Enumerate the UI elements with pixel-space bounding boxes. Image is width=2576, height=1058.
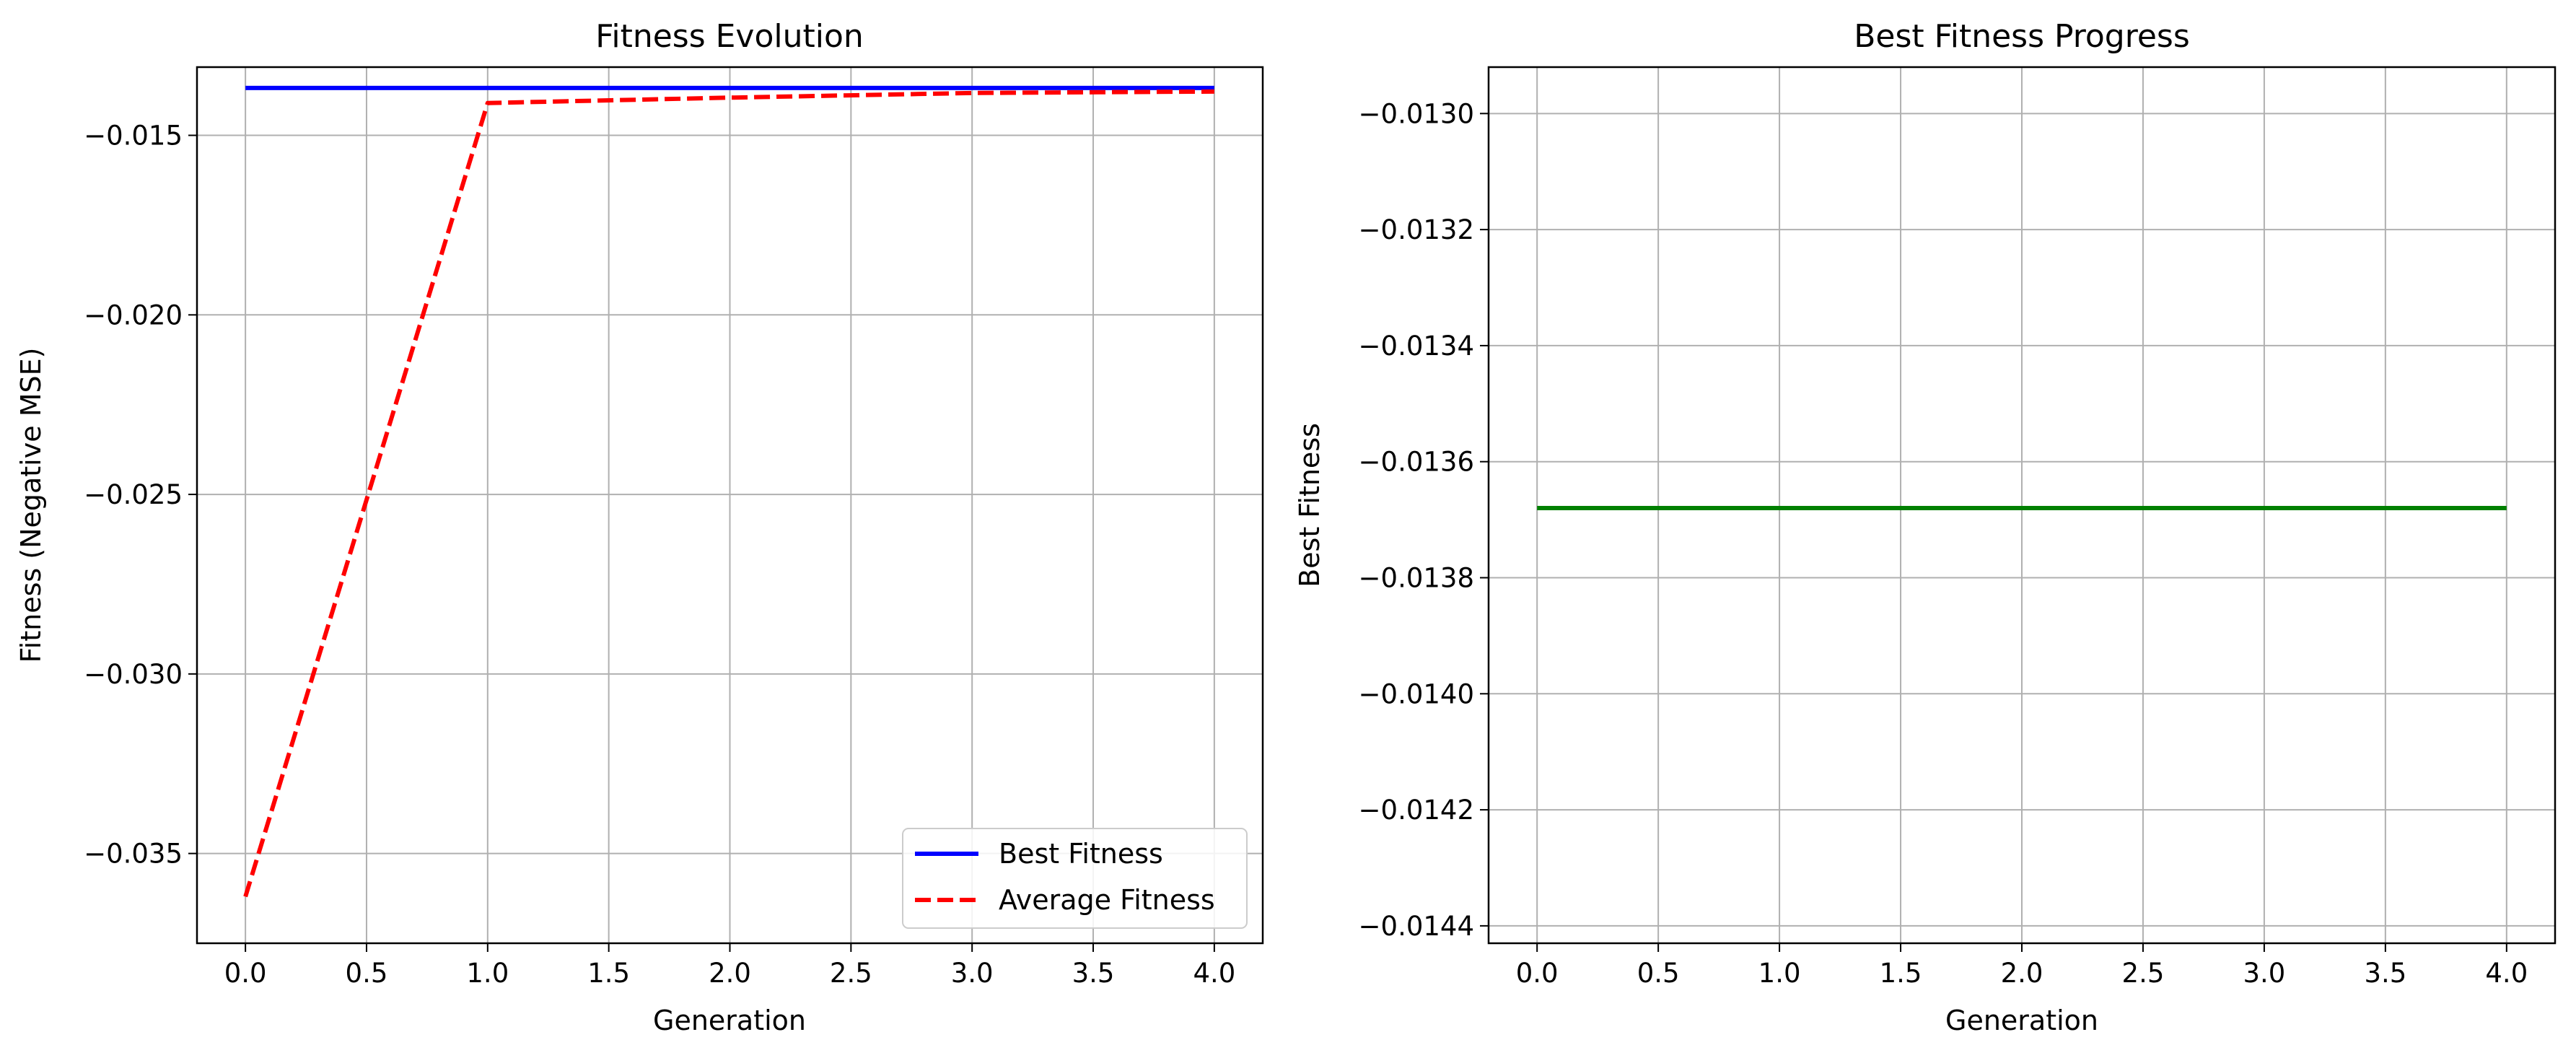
x-tick-label: 2.0 <box>2001 958 2043 989</box>
x-tick-label: 2.0 <box>709 958 751 989</box>
x-tick-label: 3.5 <box>2364 958 2406 989</box>
y-tick-label: −0.0136 <box>1359 447 1474 478</box>
x-axis-ticks: 0.0 0.5 1.0 1.5 2.0 2.5 3.0 3.5 4.0 <box>1516 943 2528 989</box>
chart-best-fitness-progress: Best Fitness Progress 0.0 0.5 1.0 1.5 2.0 2.5… <box>1294 18 2557 1036</box>
y-tick-label: −0.015 <box>84 121 183 152</box>
legend-box <box>902 828 1248 929</box>
y-tick-label: −0.0140 <box>1359 678 1474 709</box>
x-tick-label: 1.0 <box>1758 958 1801 989</box>
chart-title: Fitness Evolution <box>595 18 864 55</box>
y-tick-label: −0.0138 <box>1359 562 1474 593</box>
x-tick-label: 1.5 <box>1880 958 1922 989</box>
legend-label-average-fitness: Average Fitness <box>999 884 1215 916</box>
y-axis-label: Best Fitness <box>1294 423 1326 587</box>
y-axis-label: Fitness (Negative MSE) <box>15 348 47 663</box>
x-axis-label: Generation <box>1945 1005 2098 1036</box>
y-tick-label: −0.025 <box>84 479 183 510</box>
x-tick-label: 2.5 <box>830 958 872 989</box>
x-axis-label: Generation <box>653 1005 806 1036</box>
x-tick-label: 0.0 <box>224 958 267 989</box>
y-tick-label: −0.0142 <box>1359 795 1474 826</box>
x-tick-label: 0.5 <box>1637 958 1680 989</box>
y-tick-label: −0.0130 <box>1359 98 1474 129</box>
y-tick-label: −0.020 <box>84 300 183 331</box>
x-tick-label: 1.5 <box>587 958 630 989</box>
legend: Best Fitness Average Fitness <box>902 828 1248 929</box>
x-tick-label: 1.0 <box>466 958 509 989</box>
y-tick-label: −0.0132 <box>1359 214 1474 245</box>
x-tick-label: 3.0 <box>2243 958 2285 989</box>
series-line-average-fitness <box>243 89 1214 898</box>
x-axis-ticks: 0.0 0.5 1.0 1.5 2.0 2.5 3.0 3.5 4.0 <box>224 943 1235 989</box>
y-tick-label: −0.0134 <box>1359 331 1474 362</box>
chart-fitness-evolution: Fitness Evolution 0.0 0.5 1.0 1.5 2.0 2.5 3.0 3… <box>15 18 1264 1036</box>
y-tick-label: −0.035 <box>84 839 183 870</box>
x-tick-label: 2.5 <box>2122 958 2165 989</box>
y-tick-label: −0.0144 <box>1359 911 1474 942</box>
series-layer <box>243 85 1214 898</box>
y-tick-label: −0.030 <box>84 659 183 690</box>
x-tick-label: 3.0 <box>951 958 994 989</box>
legend-label-best-fitness: Best Fitness <box>999 838 1163 870</box>
chart-title: Best Fitness Progress <box>1854 18 2190 55</box>
x-tick-label: 3.5 <box>1072 958 1115 989</box>
x-tick-label: 4.0 <box>1193 958 1235 989</box>
x-tick-label: 0.5 <box>346 958 388 989</box>
x-tick-label: 4.0 <box>2485 958 2528 989</box>
y-axis-ticks: −0.035 −0.030 −0.025 −0.020 −0.015 <box>84 121 197 870</box>
y-axis-ticks: −0.0144 −0.0142 −0.0140 −0.0138 −0.0136 −0.01… <box>1359 98 1489 942</box>
x-tick-label: 0.0 <box>1516 958 1559 989</box>
grid <box>1489 67 2555 943</box>
